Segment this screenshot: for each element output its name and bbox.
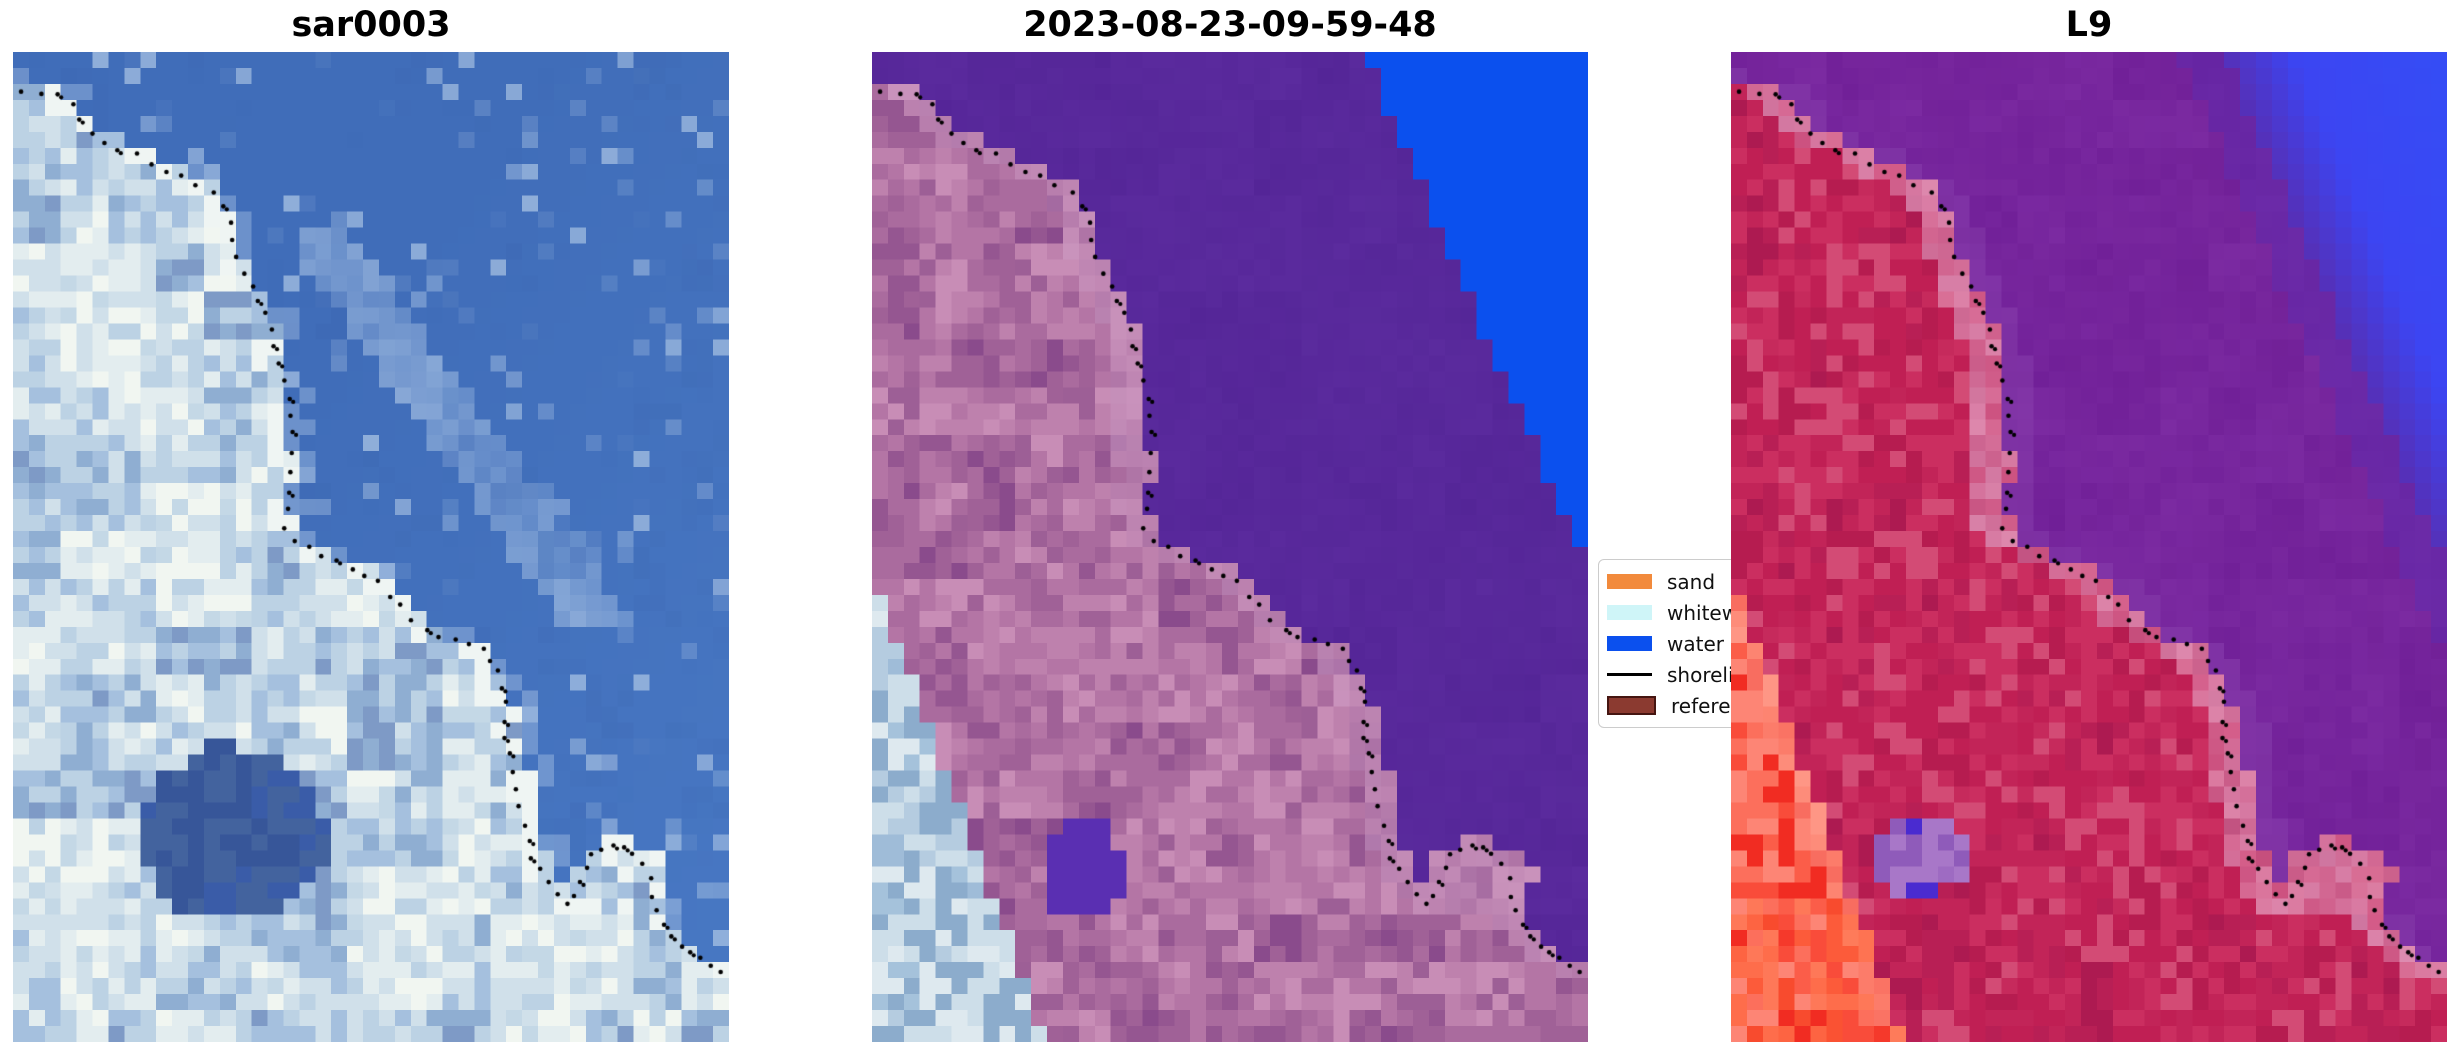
sand-swatch-icon <box>1607 574 1652 589</box>
legend-label: sand <box>1667 569 1716 594</box>
panel-image-classified <box>872 52 1588 1042</box>
legend-item-water: water <box>1607 628 1839 659</box>
water-swatch-icon <box>1607 636 1652 651</box>
whitewater-swatch-icon <box>1607 605 1652 620</box>
classified-shoreline-dots <box>872 52 1588 1042</box>
panel-title-date: 2023-08-23-09-59-48 <box>1023 5 1437 45</box>
panel-title-l9: L9 <box>2065 5 2113 45</box>
panel-image-l9 <box>1731 52 2447 1042</box>
legend-item-sand: sand <box>1607 566 1839 597</box>
sar0003-shoreline-dots <box>13 52 729 1042</box>
legend-label: water <box>1667 631 1724 656</box>
l9-shoreline-dots <box>1731 52 2447 1042</box>
reference-swatch-icon <box>1607 696 1656 715</box>
shoreline-line-icon <box>1607 673 1652 676</box>
panel-image-sar0003 <box>13 52 729 1042</box>
panel-title-sar0003: sar0003 <box>291 5 451 45</box>
